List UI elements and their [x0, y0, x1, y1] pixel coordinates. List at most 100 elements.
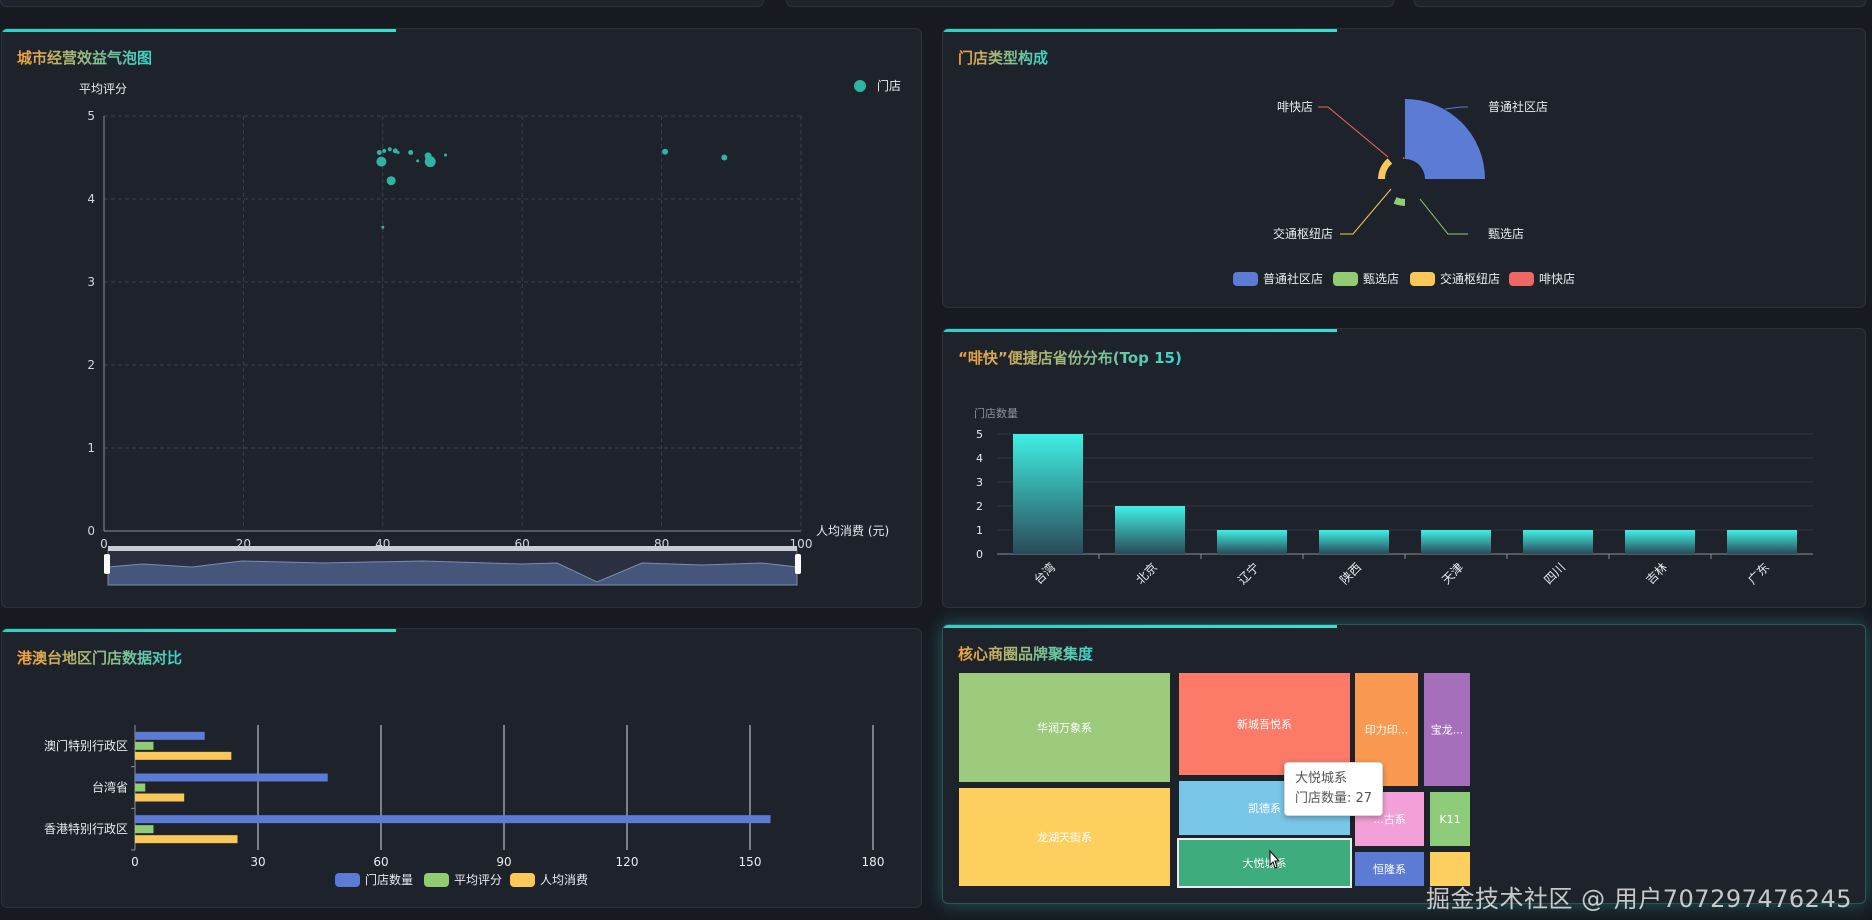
x-tick-label: 吉林	[1643, 560, 1670, 587]
slice-label: 普通社区店	[1488, 99, 1548, 114]
tooltip-value: 门店数量: 27	[1295, 791, 1373, 806]
legend-marker	[854, 80, 866, 92]
bar	[1217, 530, 1287, 554]
treemap-node	[1177, 671, 1352, 777]
treemap-node-label: 新城吾悦系	[1237, 717, 1292, 731]
x-tick-label: 辽宁	[1235, 560, 1263, 588]
bar	[135, 783, 146, 792]
label-leader-line	[1340, 188, 1392, 235]
pie-slice	[1403, 157, 1405, 160]
x-tick-label: 0	[100, 537, 108, 551]
x-tick-label: 60	[373, 855, 388, 869]
bar	[135, 773, 328, 782]
treemap-node	[957, 786, 1172, 888]
y-tick-label: 5	[87, 109, 95, 123]
pie-slice	[1405, 99, 1485, 179]
x-axis-label: 人均消费 (元)	[816, 524, 889, 538]
x-tick-label: 四川	[1541, 560, 1568, 587]
bar	[1727, 530, 1797, 554]
legend-label: 啡快店	[1539, 272, 1575, 286]
treemap-node-label: K11	[1439, 813, 1460, 826]
panel-title: 港澳台地区门店数据对比	[17, 649, 183, 667]
treemap-node	[1353, 671, 1420, 788]
x-tick-label: 陕西	[1337, 560, 1365, 588]
hkmotw-comparison-panel: 港澳台地区门店数据对比 0 30 60 90 120 150 180 香港特别行政区 台湾省 澳门…	[1, 628, 922, 908]
panel-accent-bar	[2, 29, 396, 32]
data-point	[381, 225, 385, 229]
legend-label: 甄选店	[1363, 272, 1399, 286]
data-point	[386, 176, 396, 186]
y-tick-label: 3	[976, 476, 983, 489]
label-leader-line	[1419, 198, 1468, 235]
bar	[135, 751, 232, 760]
treemap-node-label: ...古系	[1373, 813, 1406, 826]
data-point	[662, 148, 669, 155]
legend-label: 交通枢纽店	[1440, 271, 1500, 286]
legend-marker	[1233, 272, 1258, 286]
bar	[135, 825, 154, 834]
panel-accent-bar	[943, 329, 1337, 332]
zoom-handle-right	[795, 554, 801, 574]
panel-accent-bar	[943, 29, 1337, 32]
x-tick-label: 30	[250, 855, 265, 869]
province-bar-chart: 门店数量 0 1 2 3 4 5 台湾 北京 辽宁 陕西 天津 四川 吉林 广东	[974, 406, 1813, 588]
store-type-panel: 门店类型构成 普通社区店 甄选店 交通枢纽店 啡快店 普通社区店 甄选店 交通枢纽店 啡快店	[942, 28, 1866, 308]
x-tick-label: 北京	[1133, 560, 1160, 587]
treemap-node-label: 恒隆系	[1373, 862, 1406, 876]
treemap-tooltip: 大悦城系 门店数量: 27	[1284, 762, 1384, 816]
x-tick-label: 90	[496, 855, 511, 869]
y-tick-label: 1	[976, 524, 983, 537]
panel-title: “啡快”便捷店省份分布(Top 15)	[958, 349, 1182, 367]
zoom-slider-preview	[107, 560, 798, 586]
legend-label: 人均消费	[540, 873, 588, 887]
top-panel-strip-1	[0, 0, 764, 7]
top-panel-strip-3	[1414, 0, 1866, 7]
treemap-node	[1428, 790, 1472, 848]
y-tick-label: 2	[976, 500, 983, 513]
label-leader-line	[1318, 106, 1389, 158]
data-point	[424, 156, 436, 168]
legend-label: 平均评分	[454, 873, 502, 887]
data-point	[416, 159, 420, 163]
bubble-chart-panel: 城市经营效益气泡图 0 1 2 3 4 5 0 20 40 60 80 100 平均评分 人均消费 (元)…	[1, 28, 922, 608]
panel-title: 门店类型构成	[958, 49, 1049, 67]
x-tick-label: 广东	[1745, 560, 1772, 587]
x-tick-label: 120	[616, 855, 639, 869]
bar	[135, 793, 185, 802]
legend-label: 门店	[877, 78, 901, 93]
y-tick-label: 1	[87, 441, 95, 455]
treemap-node	[957, 671, 1172, 784]
y-axis-label: 门店数量	[974, 406, 1018, 420]
bar	[1523, 530, 1593, 554]
x-tick-label: 天津	[1439, 560, 1466, 587]
y-tick-label: 4	[976, 452, 983, 465]
bar	[1013, 434, 1083, 554]
slice-label: 交通枢纽店	[1273, 226, 1333, 241]
bar	[135, 835, 238, 844]
zoom-slider-bar	[108, 546, 797, 551]
y-tick-label: 2	[87, 358, 95, 372]
treemap-node	[1353, 850, 1426, 888]
legend-label: 门店数量	[365, 872, 413, 887]
data-point	[376, 156, 387, 167]
data-point	[376, 150, 382, 156]
data-point	[392, 148, 398, 154]
bar	[1421, 530, 1491, 554]
data-point	[396, 151, 400, 155]
panel-accent-bar	[2, 629, 396, 632]
pie-slice	[1378, 158, 1393, 179]
slice-label: 啡快店	[1277, 100, 1313, 114]
treemap-node-label: 印力印...	[1365, 724, 1409, 737]
x-tick-label: 0	[131, 855, 139, 869]
y-tick-label: 4	[87, 192, 95, 206]
province-distribution-panel: “啡快”便捷店省份分布(Top 15) 门店数量 0 1 2 3 4 5 台湾 北京 辽宁 陕西 天津…	[942, 328, 1866, 608]
bar	[135, 815, 771, 824]
data-point	[382, 148, 387, 153]
y-tick-label: 5	[976, 428, 983, 441]
legend-marker	[1410, 272, 1435, 286]
data-point	[387, 147, 392, 152]
legend-label: 普通社区店	[1263, 271, 1323, 286]
category-label: 香港特别行政区	[44, 821, 128, 836]
x-tick-label: 台湾	[1031, 560, 1059, 588]
y-tick-label: 3	[87, 275, 95, 289]
